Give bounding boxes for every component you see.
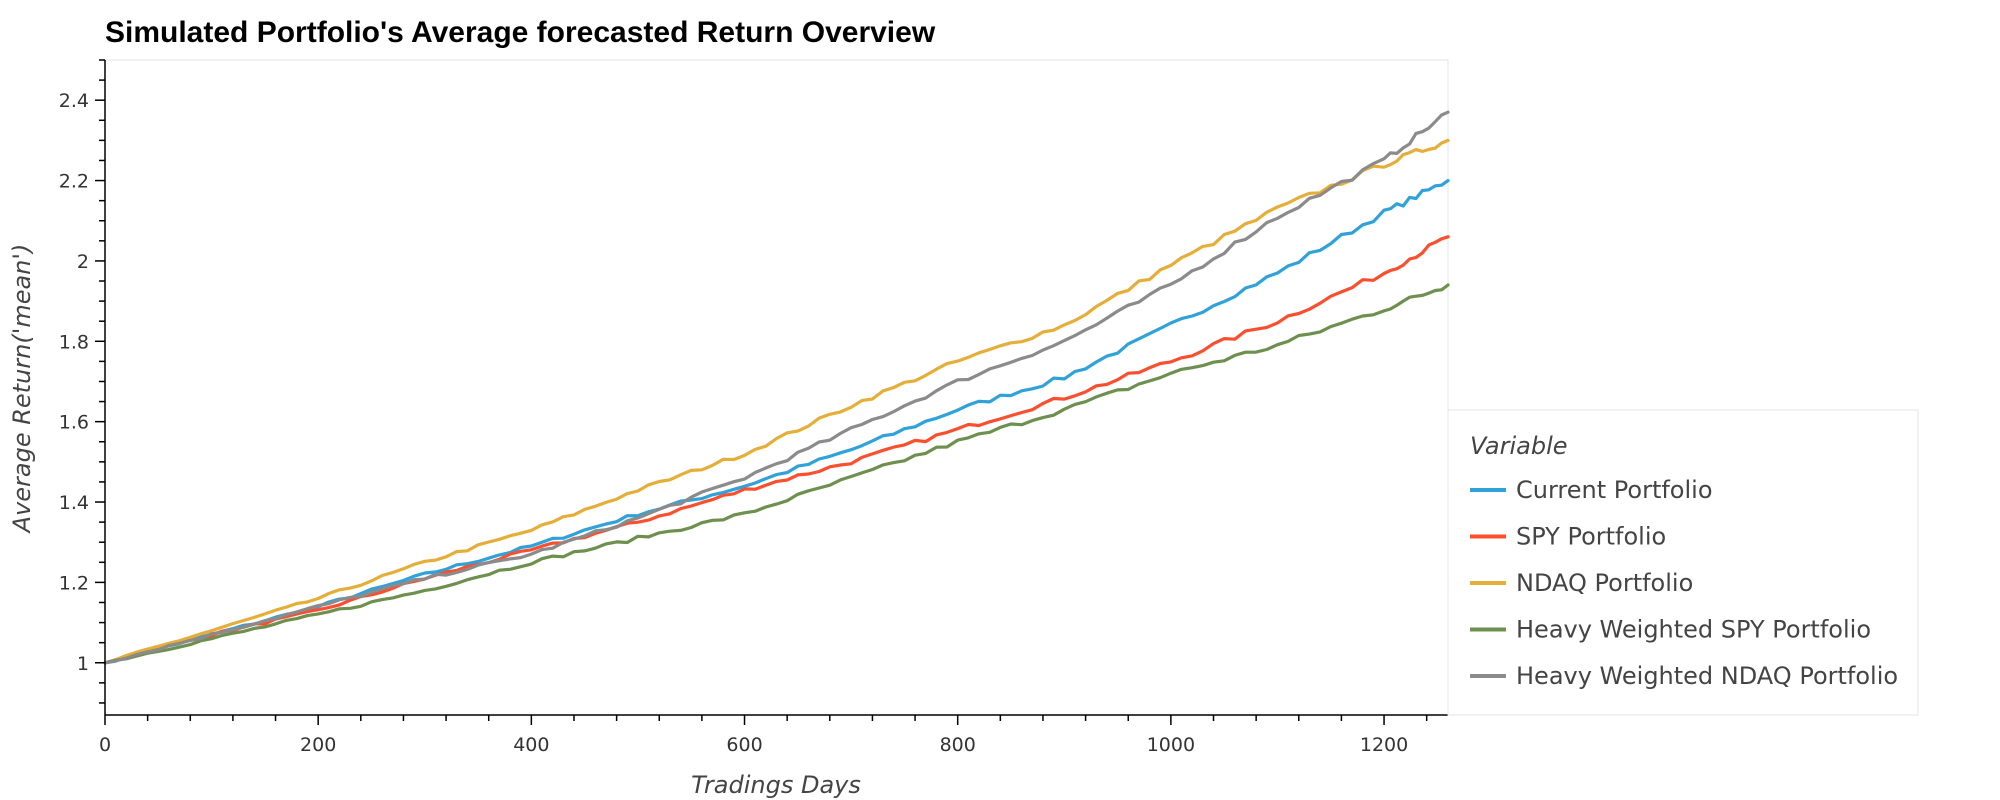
legend: Variable Current Portfolio SPY Portfolio N… xyxy=(1447,409,1919,716)
y-axis: 1 1.2 1.4 1.6 1.8 2 2.2 2.4 xyxy=(59,59,106,715)
legend-item[interactable]: Heavy Weighted SPY Portfolio xyxy=(1470,616,1871,644)
y-tick-label: 2 xyxy=(77,251,89,273)
y-tick-label: 2.4 xyxy=(59,90,89,112)
x-tick-label: 200 xyxy=(300,734,336,756)
y-axis-label: Average Return('mean') xyxy=(8,244,36,535)
series-line-3 xyxy=(103,138,1450,665)
legend-label: SPY Portfolio xyxy=(1516,523,1666,551)
series-line-5 xyxy=(103,110,1450,665)
y-tick-label: 2.2 xyxy=(59,171,89,193)
x-tick-label: 400 xyxy=(513,734,549,756)
x-tick-label: 600 xyxy=(726,734,762,756)
series-line-1 xyxy=(103,179,1450,665)
x-axis: 0 200 400 600 800 1000 1200 xyxy=(99,714,1448,756)
legend-label: Current Portfolio xyxy=(1516,476,1713,504)
series-line-4 xyxy=(103,283,1450,665)
x-tick-label: 800 xyxy=(940,734,976,756)
legend-box xyxy=(1447,409,1919,716)
y-tick-label: 1 xyxy=(77,653,89,675)
x-axis-label: Tradings Days xyxy=(691,771,861,799)
chart-title: Simulated Portfolio's Average forecasted… xyxy=(105,16,936,49)
y-tick-label: 1.8 xyxy=(59,331,89,353)
y-tick-label: 1.2 xyxy=(59,572,89,594)
y-tick-label: 1.4 xyxy=(59,492,89,514)
legend-label: Heavy Weighted NDAQ Portfolio xyxy=(1516,662,1898,690)
legend-label: NDAQ Portfolio xyxy=(1516,569,1693,597)
series-lines xyxy=(103,110,1450,665)
x-tick-label: 1200 xyxy=(1360,734,1408,756)
legend-item[interactable]: Heavy Weighted NDAQ Portfolio xyxy=(1470,662,1898,690)
legend-item[interactable]: SPY Portfolio xyxy=(1470,523,1666,551)
legend-title: Variable xyxy=(1470,432,1568,460)
legend-item[interactable]: Current Portfolio xyxy=(1470,476,1713,504)
legend-label: Heavy Weighted SPY Portfolio xyxy=(1516,616,1871,644)
y-tick-label: 1.6 xyxy=(59,412,89,434)
x-tick-label: 1000 xyxy=(1147,734,1195,756)
x-tick-label: 0 xyxy=(99,734,111,756)
series-line-2 xyxy=(103,235,1450,665)
legend-item[interactable]: NDAQ Portfolio xyxy=(1470,569,1693,597)
